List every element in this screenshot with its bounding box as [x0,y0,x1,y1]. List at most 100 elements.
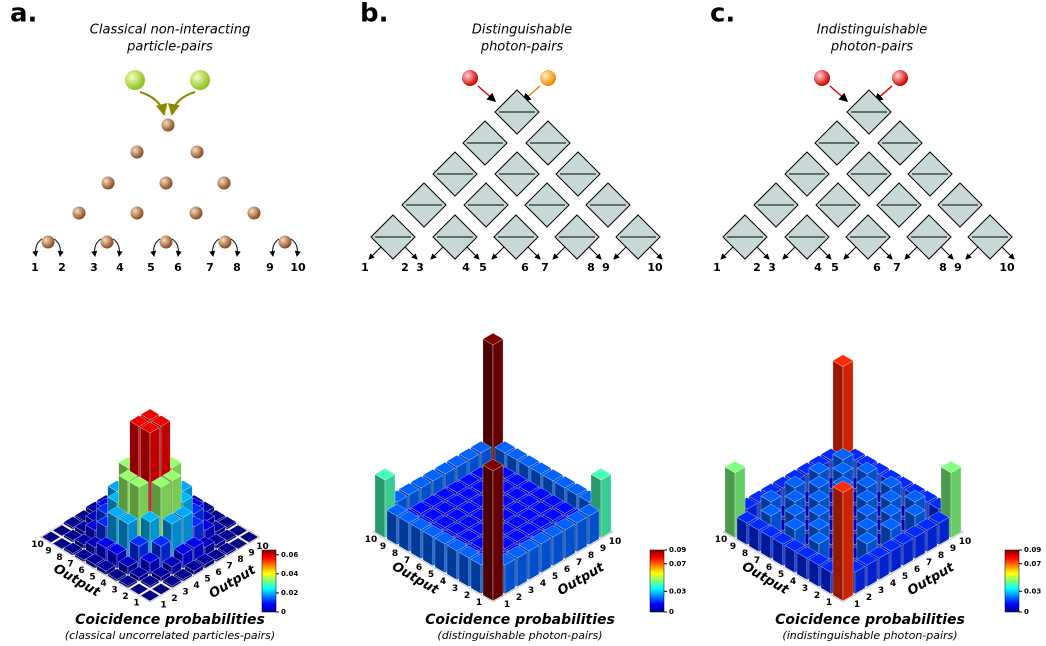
axis-tick-label: 7 [576,558,582,568]
bar-top [96,536,116,549]
output-label: 2 [58,261,66,274]
arrow [209,238,220,257]
bar-top [446,455,468,468]
output-label: 3 [90,261,98,274]
axis-tick-label: 6 [78,566,84,576]
axis-tick-label: 4 [100,579,106,589]
bar-top [162,469,182,482]
axis-tick-label: 9 [248,548,254,558]
bar [184,559,204,576]
axis-tick-label: 10 [365,535,378,545]
bar-top [140,551,160,564]
arrow [269,238,280,257]
bar-top [140,408,160,421]
bar-side [482,464,494,602]
colorbar-tick-label: 0 [669,608,674,616]
bar-top [184,559,204,572]
bar-top [518,539,540,552]
axis-tick-label: 8 [588,551,594,561]
bar-top [832,354,854,367]
bar-top [530,487,552,500]
bar-top [518,455,540,468]
bar-top [566,483,588,496]
bar-top [530,532,552,545]
bar-top [422,469,444,482]
bar-top [458,546,480,559]
bar-top [808,532,830,545]
bar [162,574,182,589]
bar-top [422,494,444,507]
arrow [829,85,849,102]
bar-top [518,508,540,521]
bar-top [386,504,408,517]
bar-side [528,544,540,581]
bar-top [554,476,576,489]
bar-top [173,506,193,518]
axis-tick-label: 3 [452,584,458,594]
bar-top [542,508,564,521]
bar-top [772,532,794,545]
axis-tick-label: 1 [160,600,166,610]
peg [217,176,231,190]
bar-top [928,511,950,524]
peg [189,206,203,220]
bar-top [458,501,480,514]
peg [161,118,175,132]
bar-top [446,539,468,552]
bar-top [140,589,160,602]
output-label: 8 [939,261,947,274]
bar-top [446,508,468,521]
output-label: 6 [521,261,529,274]
bar-top [494,441,516,454]
output-label: 7 [206,261,214,274]
bar-top [554,518,576,531]
output-label: 3 [416,261,424,274]
bar-top [784,539,806,552]
arrow [1001,246,1015,260]
axis-tick-label: 10 [256,542,269,552]
bar-top [107,543,127,555]
axis-tick-label: 5 [204,574,210,584]
bar-top [434,532,456,545]
output-label: 9 [954,261,962,274]
bar [151,583,171,595]
bar-top [940,460,962,474]
bar-top [880,539,902,552]
subcaption: (distinguishable photon-pairs) [437,629,602,642]
bar-top [904,504,926,517]
arrow [649,246,663,260]
bar-top [578,504,600,517]
panel-title: photon-pairs [830,40,914,55]
bar-top [506,529,528,542]
output-label: 3 [768,261,776,274]
particle [125,70,145,90]
axis-tick-label: 3 [878,586,884,596]
bar-side [540,537,552,574]
colorbar-tick-label: 0.07 [1024,560,1041,568]
bar-side [832,486,844,602]
bar-top [63,542,83,554]
peg [130,145,144,159]
bar [151,566,171,582]
axis-tick-label: 6 [215,568,221,578]
bar-top [173,543,193,555]
axis-tick-label: 2 [122,592,128,602]
arrow [756,246,770,260]
arrow [404,246,418,260]
bar-top [808,490,830,503]
bar [832,354,854,476]
bar [140,574,160,589]
axis-tick-label: 1 [133,598,139,608]
axis-tick-label: 10 [959,537,972,547]
colorbar-tick-label: 0 [281,608,286,616]
bar-top [506,487,528,500]
photon [892,70,908,86]
axis-tick-label: 8 [392,549,398,559]
bar-top [118,574,138,587]
subcaption: (indistinguishable photon-pairs) [782,629,957,642]
axis-tick-label: 1 [854,600,860,610]
bar-top [566,511,588,524]
peg [41,235,55,249]
axis-tick-label: 8 [237,555,243,565]
bar-top [458,487,480,500]
